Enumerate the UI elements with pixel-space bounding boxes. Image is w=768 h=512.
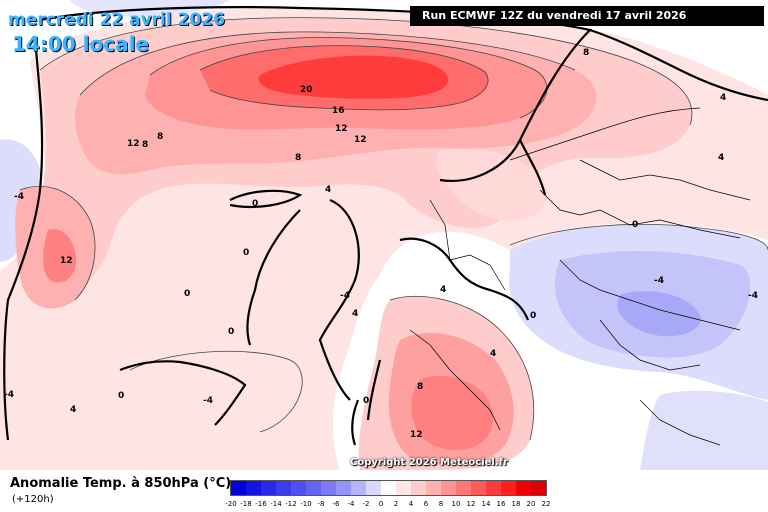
contour-label: 8	[157, 132, 163, 142]
contour-label: 0	[118, 391, 124, 401]
color-scale-label: 22	[541, 500, 551, 508]
color-scale	[230, 480, 547, 496]
contour-label: 8	[583, 48, 589, 58]
color-scale-cell	[456, 481, 471, 495]
legend-title: Anomalie Temp. à 850hPa (°C)	[10, 476, 232, 491]
contour-label: 12	[354, 135, 367, 145]
contour-label: 4	[325, 185, 331, 195]
color-scale-labels: -20 -18 -16 -14 -12 -10 -8 -6 -4 -2 0 2 4 6 8 10 12 14 16 1…	[225, 500, 570, 510]
borders	[409, 107, 751, 446]
color-scale-label: 20	[526, 500, 536, 508]
color-scale-label: 4	[408, 500, 414, 508]
color-scale-label: -10	[300, 500, 312, 508]
color-scale-cell	[411, 481, 426, 495]
color-scale-cell	[516, 481, 531, 495]
contour-label: 12	[127, 139, 140, 149]
contour-label: 0	[632, 220, 638, 230]
contour-label: 0	[530, 311, 536, 321]
contour-label: -4	[4, 390, 14, 400]
color-scale-label: -2	[362, 500, 370, 508]
contour-label: 8	[417, 382, 423, 392]
color-scale-label: 10	[451, 500, 461, 508]
contour-label: 0	[363, 396, 369, 406]
color-scale-cell	[231, 481, 246, 495]
contour-label: 12	[410, 430, 423, 440]
color-scale-label: -6	[332, 500, 340, 508]
contour-label: 4	[720, 93, 726, 103]
contour-label: 8	[142, 140, 148, 150]
contour-label: 4	[440, 285, 446, 295]
color-scale-cell	[486, 481, 501, 495]
color-scale-cell	[501, 481, 516, 495]
color-scale-label: 2	[393, 500, 399, 508]
contour-label: 4	[70, 405, 76, 415]
color-scale-label: -20	[225, 500, 237, 508]
contour-label: -4	[14, 192, 24, 202]
contour-label: 4	[718, 153, 724, 163]
color-scale-label: 6	[423, 500, 429, 508]
color-scale-cell	[306, 481, 321, 495]
valid-time: 14:00 locale	[12, 32, 149, 56]
temperature-anomaly-map: 20 16 12 12 8 12 8 8 12 4 0 0 0 0 0 -4 -…	[0, 0, 768, 470]
color-scale-cell	[426, 481, 441, 495]
contour-label: 0	[228, 327, 234, 337]
color-scale-cell	[291, 481, 306, 495]
color-scale-label: -8	[317, 500, 325, 508]
contour-label: -4	[748, 291, 758, 301]
color-scale-cell	[441, 481, 456, 495]
color-scale-label: 14	[481, 500, 491, 508]
color-scale-cell	[396, 481, 411, 495]
contour-label: 16	[332, 106, 345, 116]
color-scale-cell	[366, 481, 381, 495]
color-scale-cell	[351, 481, 366, 495]
color-scale-label: -4	[347, 500, 355, 508]
contour-labels: 20 16 12 12 8 12 8 8 12 4 0 0 0 0 0 -4 -…	[4, 48, 758, 440]
color-scale-label: 0	[378, 500, 384, 508]
contour-label: 4	[490, 349, 496, 359]
color-scale-label: 18	[511, 500, 521, 508]
legend-subtitle: (+120h)	[12, 494, 54, 505]
color-scale-cell	[246, 481, 261, 495]
color-scale-cell	[336, 481, 351, 495]
color-scale-cell	[381, 481, 396, 495]
color-scale-label: 12	[466, 500, 476, 508]
contour-label: 4	[352, 309, 358, 319]
contour-label: 8	[295, 153, 301, 163]
color-scale-cell	[531, 481, 546, 495]
color-scale-label: 16	[496, 500, 506, 508]
color-scale-label: -12	[285, 500, 297, 508]
color-scale-cell	[276, 481, 291, 495]
contour-label: 12	[60, 256, 73, 266]
contour-label: -4	[340, 291, 350, 301]
color-scale-cell	[261, 481, 276, 495]
contour-label: -4	[654, 276, 664, 286]
contour-label: 20	[300, 85, 313, 95]
color-scale-label: -16	[255, 500, 267, 508]
positive-anomaly-areas	[0, 7, 768, 470]
contour-label: 0	[252, 199, 258, 209]
contour-label: -4	[203, 396, 213, 406]
copyright-notice: Copyright 2026 Meteociel.fr	[350, 457, 508, 468]
run-info-banner: Run ECMWF 12Z du vendredi 17 avril 2026	[410, 6, 764, 26]
color-scale-cell	[471, 481, 486, 495]
contour-label: 0	[243, 248, 249, 258]
color-scale-cell	[321, 481, 336, 495]
color-scale-label: -18	[240, 500, 252, 508]
color-scale-label: 8	[438, 500, 444, 508]
contour-label: 0	[184, 289, 190, 299]
valid-date: mercredi 22 avril 2026	[8, 10, 225, 30]
color-scale-label: -14	[270, 500, 282, 508]
contour-label: 12	[335, 124, 348, 134]
